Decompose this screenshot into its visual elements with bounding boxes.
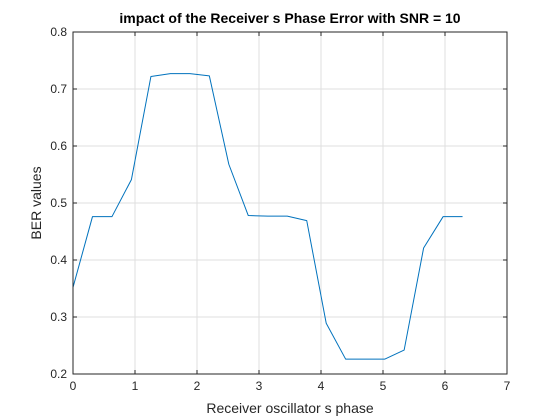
y-tick-label-2: 0.4 xyxy=(50,253,67,267)
ticks: 0 1 2 3 4 5 6 7 0.2 0.3 0.4 0.5 0.6 0.7 0.8 xyxy=(50,25,510,393)
x-tick-label-6: 6 xyxy=(442,379,449,393)
x-tick-label-2: 2 xyxy=(194,379,201,393)
chart-title: impact of the Receiver s Phase Error wit… xyxy=(119,10,460,26)
x-tick-label-3: 3 xyxy=(256,379,263,393)
x-tick-label-7: 7 xyxy=(504,379,511,393)
y-tick-label-4: 0.6 xyxy=(50,139,67,153)
x-tick-label-5: 5 xyxy=(380,379,387,393)
y-axis-label: BER values xyxy=(28,166,44,239)
x-tick-label-4: 4 xyxy=(318,379,325,393)
y-tick-label-3: 0.5 xyxy=(50,196,67,210)
x-tick-label-1: 1 xyxy=(132,379,139,393)
series-layer xyxy=(72,73,463,360)
y-tick-label-0: 0.2 xyxy=(50,367,67,381)
y-tick-label-1: 0.3 xyxy=(50,310,67,324)
x-axis-label: Receiver oscillator s phase xyxy=(206,400,374,416)
series-line-0 xyxy=(72,73,463,360)
y-tick-label-6: 0.8 xyxy=(50,25,67,39)
y-tick-label-5: 0.7 xyxy=(50,82,67,96)
x-tick-label-0: 0 xyxy=(70,379,77,393)
